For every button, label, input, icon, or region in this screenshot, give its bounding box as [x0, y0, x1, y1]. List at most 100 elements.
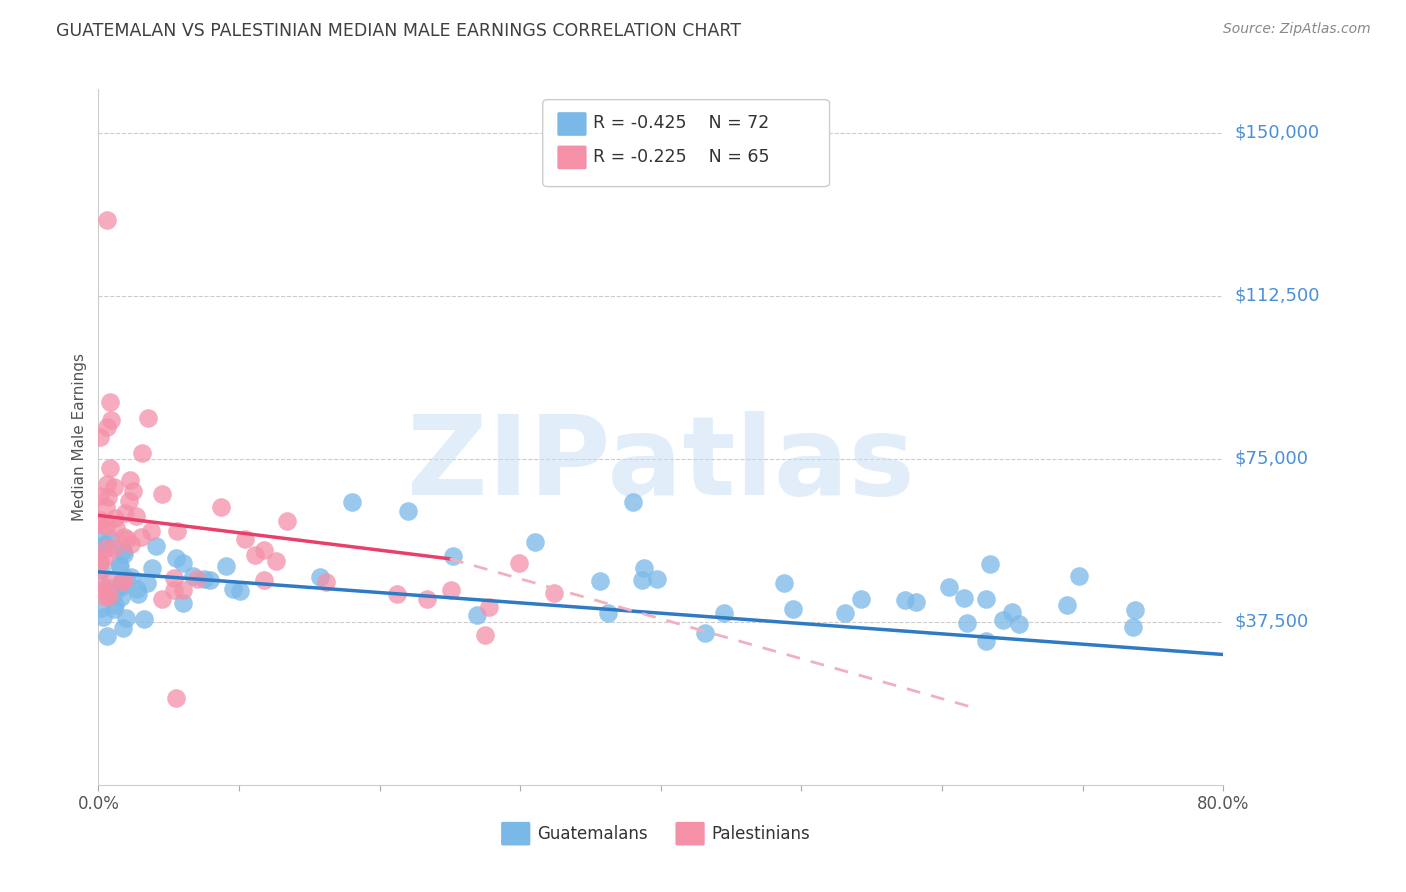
FancyBboxPatch shape	[557, 112, 586, 136]
Point	[90, 540, 112, 554]
Point	[508, 556, 530, 570]
Point	[221, 582, 243, 596]
Point	[543, 586, 565, 600]
Point	[633, 560, 655, 574]
Point	[114, 611, 136, 625]
Text: R = -0.225    N = 65: R = -0.225 N = 65	[593, 148, 770, 166]
Point	[120, 570, 142, 584]
Text: Source: ZipAtlas.com: Source: ZipAtlas.com	[1223, 22, 1371, 37]
Point	[200, 574, 222, 588]
Point	[193, 572, 215, 586]
Point	[98, 395, 121, 409]
Point	[98, 590, 121, 604]
Point	[172, 596, 194, 610]
Point	[104, 598, 127, 612]
Point	[165, 690, 187, 705]
Point	[89, 582, 111, 597]
Point	[98, 461, 121, 475]
Text: $150,000: $150,000	[1234, 124, 1319, 142]
Point	[440, 583, 463, 598]
Point	[209, 500, 232, 514]
Point	[474, 628, 496, 642]
Point	[90, 600, 112, 615]
Point	[127, 582, 149, 597]
Point	[103, 480, 125, 494]
Point	[253, 573, 276, 587]
Point	[112, 573, 135, 587]
Point	[264, 554, 287, 568]
Point	[100, 412, 122, 426]
FancyBboxPatch shape	[501, 822, 530, 846]
Point	[111, 574, 134, 589]
Point	[938, 580, 960, 594]
Point	[93, 549, 115, 564]
Point	[416, 592, 439, 607]
Point	[117, 532, 139, 546]
Point	[150, 486, 173, 500]
Point	[315, 574, 337, 589]
Point	[163, 571, 186, 585]
Point	[991, 613, 1014, 627]
Point	[596, 606, 619, 620]
Point	[96, 629, 118, 643]
Point	[956, 615, 979, 630]
Point	[252, 543, 274, 558]
Point	[105, 521, 128, 535]
Point	[94, 519, 117, 533]
FancyBboxPatch shape	[675, 822, 704, 846]
Point	[145, 539, 167, 553]
Point	[131, 445, 153, 459]
Point	[96, 477, 118, 491]
Point	[118, 473, 141, 487]
Text: R = -0.425    N = 72: R = -0.425 N = 72	[593, 114, 769, 132]
Point	[851, 591, 873, 606]
Point	[89, 555, 111, 569]
Point	[136, 575, 159, 590]
Point	[340, 495, 363, 509]
Point	[524, 535, 547, 549]
Point	[96, 420, 118, 434]
Point	[94, 541, 117, 555]
Point	[111, 579, 134, 593]
Y-axis label: Median Male Earnings: Median Male Earnings	[72, 353, 87, 521]
Point	[103, 541, 125, 555]
Point	[630, 573, 652, 587]
Point	[139, 524, 162, 538]
Point	[478, 599, 501, 614]
Point	[122, 483, 145, 498]
Point	[1008, 616, 1031, 631]
Point	[181, 569, 204, 583]
Point	[308, 570, 330, 584]
Point	[621, 495, 644, 509]
Point	[163, 582, 186, 597]
Point	[97, 581, 120, 595]
Point	[120, 537, 142, 551]
Point	[589, 574, 612, 589]
Point	[141, 560, 163, 574]
Point	[89, 517, 111, 532]
Text: ZIPatlas: ZIPatlas	[406, 411, 915, 518]
Text: $37,500: $37,500	[1234, 613, 1309, 631]
Point	[782, 602, 804, 616]
Point	[136, 411, 159, 425]
Point	[111, 544, 134, 558]
Point	[465, 608, 488, 623]
Point	[97, 584, 120, 599]
Point	[125, 509, 148, 524]
Point	[89, 533, 111, 548]
Point	[1069, 569, 1091, 583]
Point	[114, 506, 136, 520]
Point	[115, 570, 138, 584]
FancyBboxPatch shape	[543, 100, 830, 186]
Point	[112, 530, 135, 544]
Text: Guatemalans: Guatemalans	[537, 825, 648, 843]
Point	[441, 549, 464, 564]
Point	[894, 593, 917, 607]
Point	[215, 559, 238, 574]
Point	[186, 572, 208, 586]
Text: GUATEMALAN VS PALESTINIAN MEDIAN MALE EARNINGS CORRELATION CHART: GUATEMALAN VS PALESTINIAN MEDIAN MALE EA…	[56, 22, 741, 40]
Point	[104, 584, 127, 599]
Point	[713, 606, 735, 620]
Point	[172, 583, 194, 598]
Point	[114, 547, 136, 561]
